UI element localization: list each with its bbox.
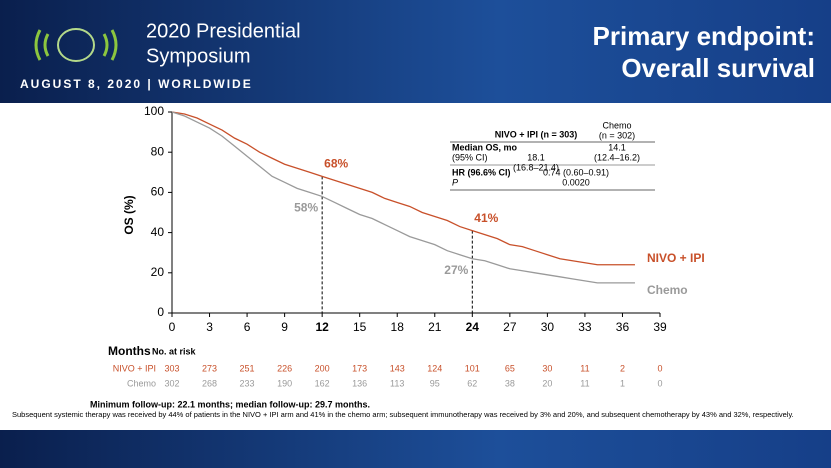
x-tick-label: 33: [578, 320, 592, 334]
x-tick-label: 18: [391, 320, 405, 334]
x-tick-label: 21: [428, 320, 442, 334]
annotation: 58%: [294, 201, 318, 215]
symposium-title: Symposium: [146, 45, 250, 67]
y-tick-label: 60: [151, 185, 165, 199]
at-risk-count: 268: [202, 378, 217, 388]
survival-curve: [171, 111, 635, 266]
inset-table: NIVO + IPI (n = 303) Chemo (n = 302) Med…: [450, 120, 655, 191]
x-tick-label: 0: [169, 320, 176, 334]
x-tick-label: 3: [206, 320, 213, 334]
at-risk-count: 2: [620, 363, 625, 373]
at-risk-count: 38: [505, 378, 515, 388]
y-tick-label: 20: [151, 265, 165, 279]
at-risk-count: 0: [657, 363, 662, 373]
at-risk-count: 190: [277, 378, 292, 388]
at-risk-count: 95: [430, 378, 440, 388]
slide-title: Overall survival: [621, 53, 815, 83]
date: AUGUST 8, 2020 | WORLDWIDE: [20, 77, 253, 91]
inset-header: Chemo: [602, 120, 631, 130]
y-tick-label: 80: [151, 144, 165, 158]
footnote: Subsequent systemic therapy was received…: [12, 410, 794, 419]
x-tick-label: 27: [503, 320, 517, 334]
x-tick-label: 24: [466, 320, 480, 334]
at-risk-title: No. at risk: [152, 346, 197, 356]
footnote: Minimum follow-up: 22.1 months; median f…: [90, 399, 370, 409]
y-tick-label: 0: [157, 305, 164, 319]
at-risk-count: 30: [542, 363, 552, 373]
at-risk-count: 101: [465, 363, 480, 373]
footnote-box: Subsequent systemic therapy was received…: [12, 410, 794, 419]
at-risk-count: 303: [164, 363, 179, 373]
logo: [34, 28, 118, 62]
at-risk-count: 226: [277, 363, 292, 373]
annotation: 27%: [444, 263, 468, 277]
inset-header: NIVO + IPI (n = 303): [495, 129, 578, 139]
inset-cell: (16.8–21.4): [513, 162, 559, 172]
x-axis-label: Months: [108, 344, 151, 358]
at-risk-count: 143: [390, 363, 405, 373]
at-risk-count: 0: [657, 378, 662, 388]
x-tick-label: 39: [653, 320, 667, 334]
inset-cell: P: [452, 177, 458, 187]
at-risk-count: 11: [580, 378, 589, 388]
annotation: 41%: [474, 211, 498, 225]
inset-cell: 0.0020: [562, 177, 590, 187]
x-tick-label: 15: [353, 320, 367, 334]
at-risk-count: 136: [352, 378, 367, 388]
symposium-title: 2020 Presidential: [146, 20, 301, 42]
x-tick-label: 12: [315, 320, 329, 334]
inset-header: (n = 302): [599, 130, 635, 140]
inset-cell: Median OS, mo: [452, 142, 518, 152]
x-tick-label: 9: [281, 320, 288, 334]
series-label: Chemo: [647, 283, 688, 297]
at-risk-count: 173: [352, 363, 367, 373]
y-tick-label: 100: [144, 104, 164, 118]
at-risk-count: 62: [467, 378, 477, 388]
survival-curve: [171, 111, 635, 284]
inset-cell: HR (96.6% CI): [452, 167, 511, 177]
at-risk-count: 11: [580, 363, 589, 373]
at-risk-count: 162: [315, 378, 330, 388]
inset-cell: (12.4–16.2): [594, 152, 640, 162]
y-axis-label: OS (%): [122, 195, 136, 234]
at-risk-count: 233: [240, 378, 255, 388]
inset-cell: 14.1: [608, 142, 626, 152]
inset-cell: 18.1: [527, 152, 545, 162]
at-risk-count: 124: [427, 363, 442, 373]
slide-title: Primary endpoint:: [593, 21, 815, 51]
at-risk-count: 273: [202, 363, 217, 373]
at-risk-count: 200: [315, 363, 330, 373]
x-tick-label: 6: [244, 320, 251, 334]
at-risk-count: 113: [390, 378, 404, 388]
x-tick-label: 36: [616, 320, 630, 334]
annotation: 68%: [324, 156, 348, 170]
at-risk-count: 20: [542, 378, 552, 388]
at-risk-row-label: NIVO + IPI: [113, 363, 156, 373]
x-tick-label: 30: [541, 320, 555, 334]
at-risk-row-label: Chemo: [127, 378, 156, 388]
at-risk-count: 1: [620, 378, 625, 388]
inset-cell: 0.74 (0.60–0.91): [543, 167, 609, 177]
footer-band: [0, 430, 831, 468]
at-risk-count: 65: [505, 363, 515, 373]
at-risk-count: 251: [240, 363, 255, 373]
at-risk-count: 302: [164, 378, 179, 388]
y-tick-label: 40: [151, 225, 165, 239]
series-label: NIVO + IPI: [647, 251, 705, 265]
header-band: [0, 0, 831, 103]
inset-cell: (95% CI): [452, 152, 488, 162]
